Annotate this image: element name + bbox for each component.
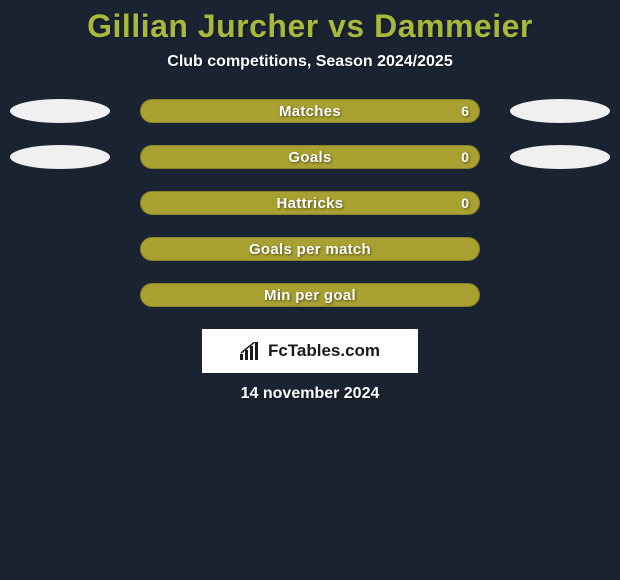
- stat-bar: Min per goal: [140, 283, 480, 307]
- comparison-widget: Gillian Jurcher vs Dammeier Club competi…: [0, 0, 620, 403]
- stat-label: Goals: [288, 149, 331, 166]
- stat-row: Hattricks 0: [0, 191, 620, 215]
- stat-row: Goals 0: [0, 145, 620, 169]
- stat-rows: Matches 6 Goals 0 Hattricks 0 Goals per match M…: [0, 99, 620, 307]
- page-subtitle: Club competitions, Season 2024/2025: [0, 53, 620, 71]
- player-left-indicator: [10, 99, 110, 123]
- widget-date: 14 november 2024: [0, 385, 620, 403]
- stat-label: Hattricks: [277, 195, 344, 212]
- logo-box[interactable]: FcTables.com: [202, 329, 418, 373]
- stat-label: Matches: [279, 103, 341, 120]
- stat-row: Matches 6: [0, 99, 620, 123]
- player-left-indicator: [10, 145, 110, 169]
- stat-value: 6: [461, 103, 469, 119]
- stat-label: Goals per match: [249, 241, 371, 258]
- bar-chart-icon: [240, 342, 262, 360]
- stat-bar: Goals per match: [140, 237, 480, 261]
- stat-bar: Hattricks 0: [140, 191, 480, 215]
- stat-bar: Goals 0: [140, 145, 480, 169]
- page-title: Gillian Jurcher vs Dammeier: [0, 8, 620, 45]
- logo-text: FcTables.com: [268, 341, 380, 361]
- stat-label: Min per goal: [264, 287, 356, 304]
- player-right-indicator: [510, 99, 610, 123]
- stat-value: 0: [461, 149, 469, 165]
- stat-row: Goals per match: [0, 237, 620, 261]
- stat-row: Min per goal: [0, 283, 620, 307]
- stat-value: 0: [461, 195, 469, 211]
- player-right-indicator: [510, 145, 610, 169]
- stat-bar: Matches 6: [140, 99, 480, 123]
